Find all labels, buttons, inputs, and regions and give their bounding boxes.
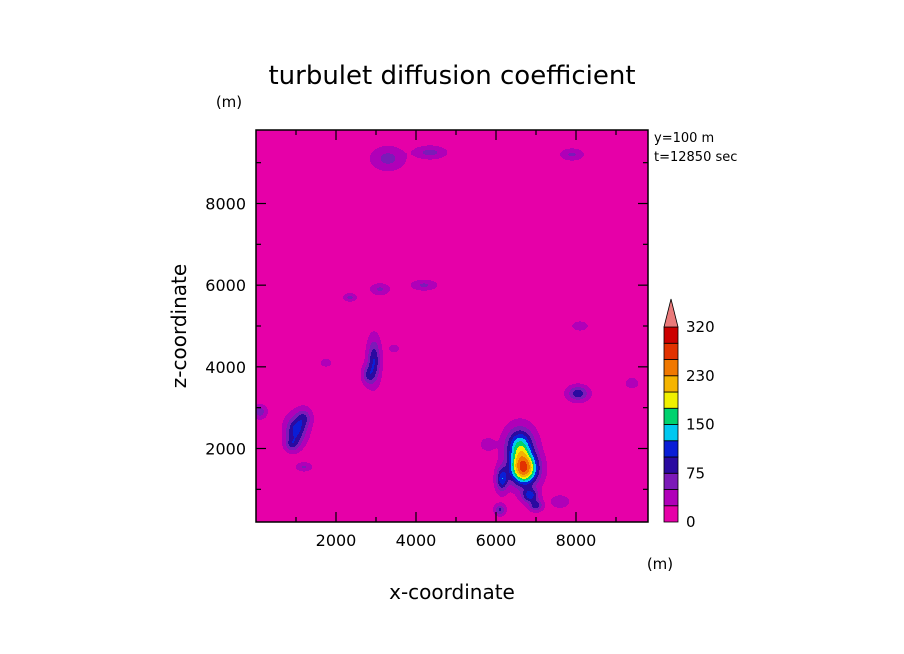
colorbar-segment [663, 375, 679, 393]
x-axis-title: x-coordinate [389, 580, 515, 604]
colorbar-segment [663, 505, 679, 523]
colorbar-segment [663, 326, 679, 344]
colorbar-segment [663, 342, 679, 360]
colorbar-label: 0 [686, 513, 696, 531]
colorbar-extend-arrow [663, 298, 679, 328]
colorbar-segment [663, 440, 679, 458]
colorbar-label: 150 [686, 416, 715, 434]
colorbar-segment [663, 424, 679, 442]
x-tick-label: 8000 [556, 531, 597, 550]
colorbar-segment [663, 391, 679, 409]
axis-ticks [256, 130, 648, 522]
y-tick-label: 2000 [205, 440, 246, 459]
y-tick-label: 4000 [205, 358, 246, 377]
axis-tick-labels: 2000 4000 6000 8000 2000 4000 6000 8000 [205, 195, 596, 551]
y-axis-title: z-coordinate [167, 264, 191, 388]
x-unit-label: (m) [647, 555, 673, 573]
time-annotation: t=12850 sec [654, 150, 737, 165]
x-tick-label: 4000 [396, 531, 437, 550]
colorbar-label: 230 [686, 367, 715, 385]
colorbar-label: 320 [686, 318, 715, 336]
y-unit-label: (m) [216, 93, 242, 111]
x-tick-label: 2000 [316, 531, 357, 550]
x-tick-label: 6000 [476, 531, 517, 550]
colorbar-segment [663, 407, 679, 425]
colorbar-segment [663, 456, 679, 474]
contour-field [256, 130, 648, 522]
colorbar: 0 75 150 230 320 [663, 298, 715, 531]
colorbar-segment [663, 359, 679, 377]
y-tick-label: 8000 [205, 195, 246, 214]
chart-title: turbulet diffusion coefficient [268, 61, 635, 91]
colorbar-label: 75 [686, 464, 705, 482]
contour-raster [256, 130, 648, 522]
slice-annotation: y=100 m [654, 131, 714, 146]
colorbar-segment [663, 472, 679, 490]
y-tick-label: 6000 [205, 276, 246, 295]
colorbar-segment [663, 489, 679, 507]
